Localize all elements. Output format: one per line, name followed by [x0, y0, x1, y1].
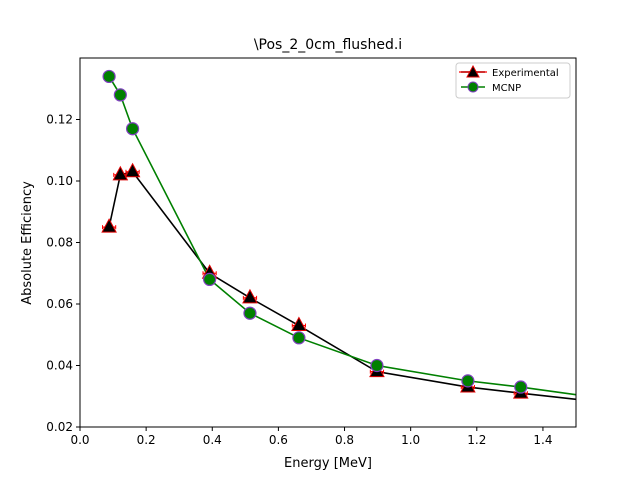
legend-experimental-label: Experimental: [492, 68, 559, 79]
mcnp-point: [203, 272, 217, 286]
mcnp-point: [292, 331, 306, 345]
experimental-point: [124, 162, 141, 178]
mcnp-point: [514, 380, 528, 394]
mcnp-point: [461, 374, 475, 388]
x-axis-label: Energy [MeV]: [284, 456, 372, 471]
experimental-point: [112, 165, 129, 181]
y-tick-label: 0.08: [46, 236, 73, 250]
legend-experimental-marker: [466, 64, 480, 78]
x-tick-label: 0.6: [269, 433, 288, 447]
x-tick-label: 0.0: [70, 433, 89, 447]
y-tick-label: 0.10: [46, 174, 73, 188]
legend-mcnp-label: MCNP: [492, 83, 521, 94]
y-tick-label: 0.06: [46, 297, 73, 311]
marker-layer: [101, 69, 529, 399]
y-axis-label: Absolute Efficiency: [20, 181, 35, 305]
mcnp-series-line: [108, 76, 576, 396]
x-tick-label: 0.8: [335, 433, 354, 447]
mcnp-point: [243, 306, 257, 320]
experimental-point: [242, 288, 258, 304]
y-axis: 0.02 0.04 0.06 0.08 0.10 0.12: [46, 113, 80, 434]
legend-entry-experimental: Experimental: [459, 64, 559, 79]
legend: Experimental MCNP: [455, 62, 571, 99]
experimental-point: [291, 316, 307, 332]
x-tick-label: 0.2: [137, 433, 156, 447]
mcnp-point: [102, 69, 116, 84]
x-tick-label: 1.2: [467, 433, 486, 447]
y-tick-label: 0.12: [46, 113, 73, 127]
chart-title: \Pos_2_0cm_flushed.i: [254, 37, 402, 53]
experimental-point: [101, 218, 117, 233]
y-tick-label: 0.04: [46, 359, 73, 373]
x-tick-label: 1.0: [401, 433, 420, 447]
legend-entry-mcnp: MCNP: [461, 81, 521, 94]
mcnp-point: [370, 358, 384, 373]
y-tick-label: 0.02: [46, 420, 73, 434]
mcnp-point: [125, 122, 140, 136]
x-tick-label: 1.4: [533, 433, 552, 447]
x-tick-label: 0.4: [203, 433, 222, 447]
mcnp-point: [113, 88, 127, 102]
x-axis: 0.0 0.2 0.4 0.6 0.8 1.0 1.2 1.4: [70, 427, 552, 447]
legend-mcnp-marker: [467, 81, 479, 93]
